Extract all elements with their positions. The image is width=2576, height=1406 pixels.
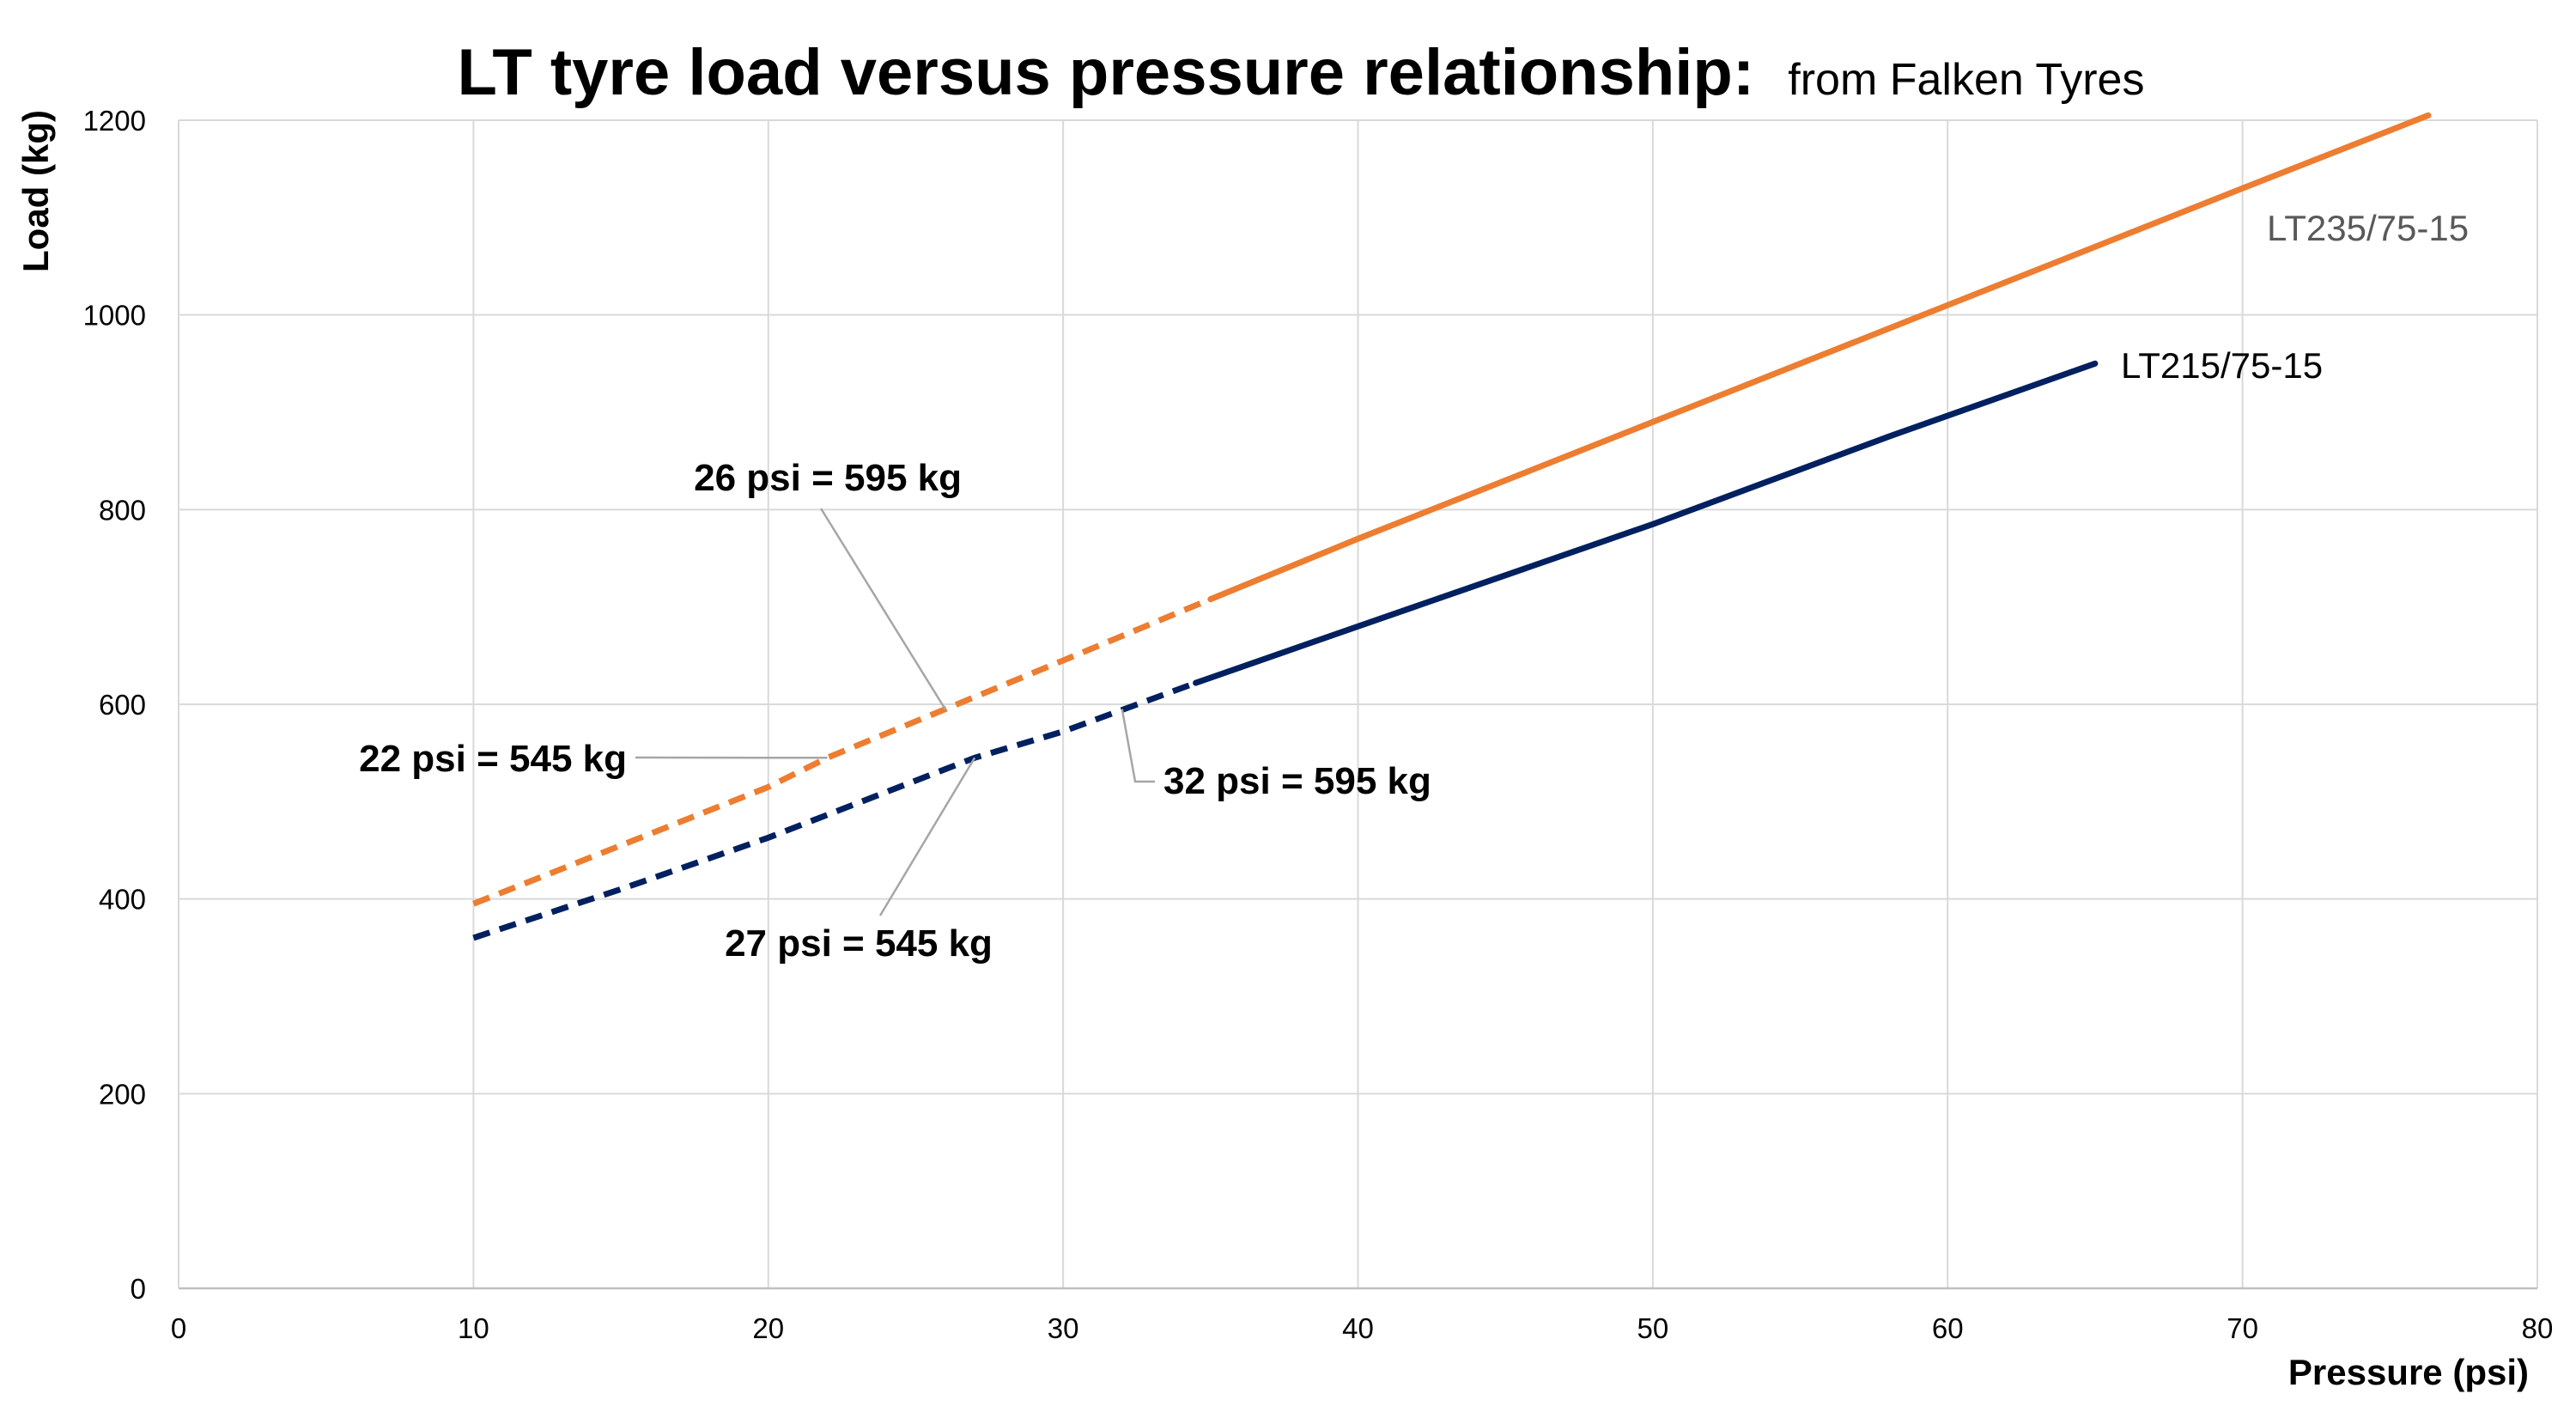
y-tick-label: 600 [99,689,146,721]
y-tick-label: 800 [99,494,146,526]
x-tick-label: 30 [1048,1312,1079,1344]
series-label: LT235/75-15 [2267,208,2469,248]
x-tick-label: 40 [1342,1312,1374,1344]
annotation-leader-a27 [878,757,976,916]
x-axis-label: Pressure (psi) [2288,1352,2529,1392]
chart-title-main: LT tyre load versus pressure relationshi… [458,36,1755,109]
x-tick-label: 80 [2522,1312,2554,1344]
labels: LT235/75-15 LT215/75-15 26 psi = 595 kg 22 … [359,208,2469,965]
chart-subtitle: from Falken Tyres [1788,55,2144,105]
annotation-leaders [635,508,1155,916]
x-tick-label: 0 [171,1312,186,1344]
y-tick-label: 1000 [83,300,146,332]
y-axis-label: Load (kg) [15,110,56,272]
y-tick-label: 0 [131,1273,146,1305]
gridlines [179,119,2538,1288]
y-tick-label: 400 [99,884,146,916]
chart-title: LT tyre load versus pressure relationshi… [458,36,2145,109]
x-tick-label: 60 [1932,1312,1964,1344]
annotation-label: 27 psi = 545 kg [725,922,993,965]
series-label: LT215/75-15 [2121,345,2323,386]
y-tick-label: 200 [99,1078,146,1110]
series-1-dashed-line [472,679,1197,941]
y-tick-label: 1200 [83,105,146,137]
x-tick-label: 20 [752,1312,784,1344]
x-tick-label: 70 [2227,1312,2258,1344]
x-tick-label: 10 [458,1312,489,1344]
annotation-label: 32 psi = 595 kg [1163,760,1431,802]
annotation-leader-a32 [1121,709,1155,783]
annotation-label: 22 psi = 545 kg [359,738,627,780]
x-tick-label: 50 [1637,1312,1669,1344]
series-lines [472,112,2432,941]
annotation-leader-a26 [819,508,946,710]
series-0-dashed-line [472,596,1212,907]
series-0-solid-line [1207,112,2432,603]
series-1-solid-line [1193,360,2099,686]
annotation-label: 26 psi = 595 kg [694,457,962,499]
